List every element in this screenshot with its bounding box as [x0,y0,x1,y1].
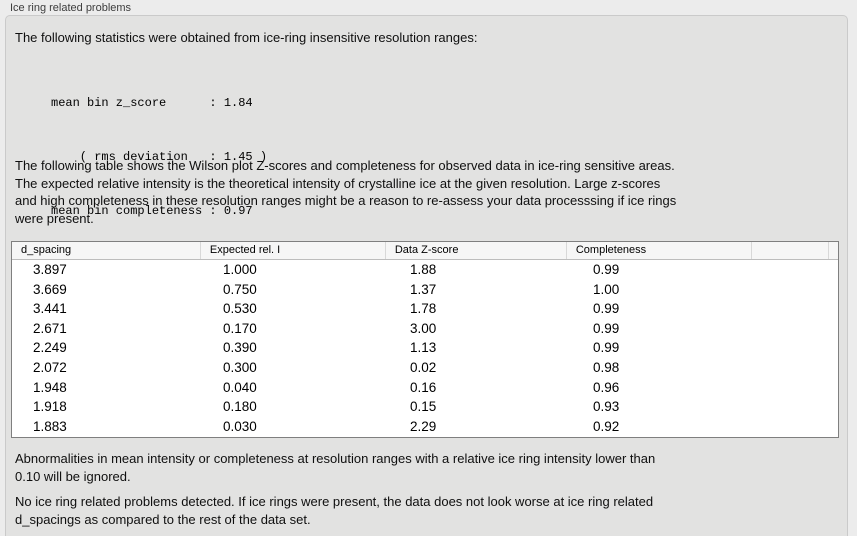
cell-d-spacing: 2.249 [33,340,67,356]
table-intro-line: The following table shows the Wilson plo… [15,158,675,173]
cell-d-spacing: 3.897 [33,262,67,277]
table-intro-text: The following table shows the Wilson plo… [15,157,676,227]
table-intro-line: and high completeness in these resolutio… [15,193,677,208]
cell-data-z-score: 1.78 [410,301,437,317]
table-row[interactable]: 1.918 0.180 0.15 0.93 [12,397,838,417]
column-header-endcap [828,242,838,259]
ice-ring-groupbox: The following statistics were obtained f… [5,15,848,536]
panel-title: Ice ring related problems [10,2,132,14]
cell-d-spacing: 2.671 [33,320,67,336]
cell-expected-rel-i: 0.170 [223,320,257,336]
cell-expected-rel-i: 0.030 [223,418,257,434]
cell-completeness: 0.98 [593,359,620,375]
table-header-row: d_spacing Expected rel. I Data Z-score C… [12,242,838,260]
column-header-d-spacing[interactable]: d_spacing [21,244,72,256]
table-row[interactable]: 1.948 0.040 0.16 0.96 [12,378,838,398]
cell-data-z-score: 0.16 [410,379,437,395]
cell-data-z-score: 0.02 [410,359,437,375]
table-row[interactable]: 2.671 0.170 3.00 0.99 [12,319,838,339]
cell-data-z-score: 1.13 [410,340,437,356]
cell-completeness: 0.99 [593,320,620,336]
conclusion-line: No ice ring related problems detected. I… [15,494,654,509]
cell-expected-rel-i: 0.750 [223,281,257,297]
cell-completeness: 0.99 [593,301,620,317]
cell-completeness: 1.00 [593,281,620,297]
intro-text: The following statistics were obtained f… [15,30,478,45]
cell-d-spacing: 3.669 [33,281,67,297]
cell-d-spacing: 1.918 [33,399,67,415]
table-row[interactable]: 3.441 0.530 1.78 0.99 [12,299,838,319]
table-body: 3.897 1.000 1.88 0.99 3.669 0.750 1.37 1… [12,260,838,436]
table-row[interactable]: 2.072 0.300 0.02 0.98 [12,358,838,378]
stats-line: ( rms deviation : 1.45 ) [51,150,268,164]
cell-data-z-score: 3.00 [410,320,437,336]
cell-d-spacing: 1.948 [33,379,67,395]
ignore-note-line: Abnormalities in mean intensity or compl… [15,451,656,466]
stats-line: mean bin completeness : 0.97 [51,204,253,218]
column-header-expected-rel-i[interactable]: Expected rel. I [199,242,385,259]
conclusion-text: No ice ring related problems detected. I… [15,493,653,528]
cell-expected-rel-i: 0.300 [223,359,257,375]
cell-completeness: 0.99 [593,262,620,277]
cell-expected-rel-i: 0.040 [223,379,257,395]
cell-completeness: 0.99 [593,340,620,356]
cell-d-spacing: 1.883 [33,418,67,434]
table-row[interactable]: 1.883 0.030 2.29 0.92 [12,417,838,437]
cell-d-spacing: 3.441 [33,301,67,317]
ice-ring-table: d_spacing Expected rel. I Data Z-score C… [11,241,839,438]
table-intro-line: were present. [15,210,94,226]
table-row[interactable]: 2.249 0.390 1.13 0.99 [12,338,838,358]
cell-expected-rel-i: 0.180 [223,399,257,415]
cell-expected-rel-i: 1.000 [223,262,257,277]
cell-data-z-score: 0.15 [410,399,437,415]
cell-data-z-score: 1.88 [410,262,437,277]
table-row[interactable]: 3.669 0.750 1.37 1.00 [12,280,838,300]
column-header-completeness[interactable]: Completeness [565,242,751,259]
cell-completeness: 0.96 [593,379,620,395]
table-row[interactable]: 3.897 1.000 1.88 0.99 [12,260,838,280]
cell-expected-rel-i: 0.390 [223,340,257,356]
cell-completeness: 0.92 [593,418,620,434]
cell-completeness: 0.93 [593,399,620,415]
table-intro-line: The expected relative intensity is the t… [15,175,661,191]
column-header-data-z-score[interactable]: Data Z-score [384,242,566,259]
ignore-note-line: 0.10 will be ignored. [15,468,131,484]
ignore-note-text: Abnormalities in mean intensity or compl… [15,450,655,485]
conclusion-line: d_spacings as compared to the rest of th… [15,511,311,527]
cell-data-z-score: 2.29 [410,418,437,434]
cell-expected-rel-i: 0.530 [223,301,257,317]
cell-d-spacing: 2.072 [33,359,67,375]
stats-line: mean bin z_score : 1.84 [51,96,253,110]
column-header-filler [750,242,828,259]
cell-data-z-score: 1.37 [410,281,437,297]
